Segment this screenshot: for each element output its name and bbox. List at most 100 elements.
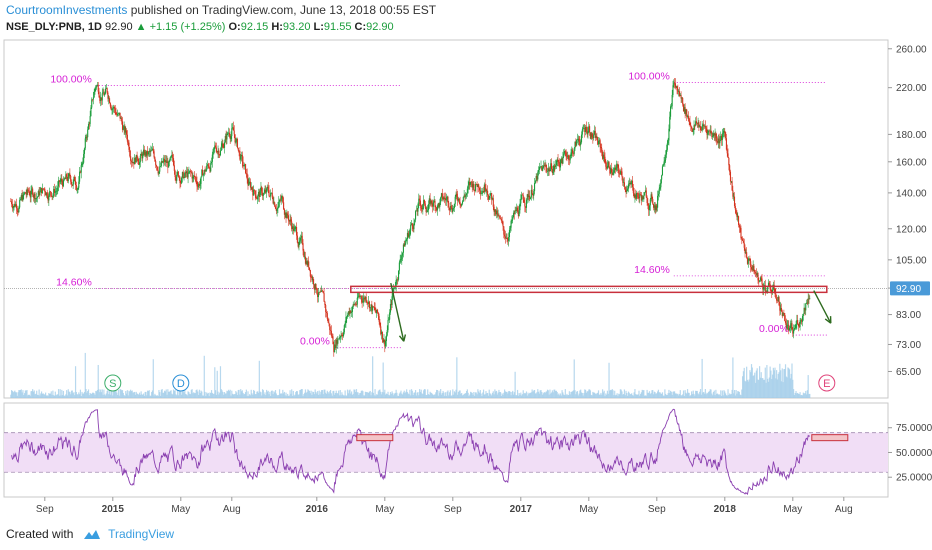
candle-body xyxy=(653,205,655,208)
volume-bar xyxy=(796,393,798,398)
candle-body xyxy=(481,193,483,194)
volume-bar xyxy=(697,393,699,398)
candle-body xyxy=(142,154,144,159)
volume-bar xyxy=(376,394,378,398)
candle-body xyxy=(563,151,566,154)
candle-body xyxy=(733,196,736,207)
volume-bar xyxy=(147,390,149,398)
volume-bar xyxy=(635,394,638,398)
candle-body xyxy=(374,307,376,310)
volume-bar xyxy=(308,390,311,398)
tradingview-brand[interactable]: TradingView xyxy=(108,527,175,541)
volume-bar xyxy=(728,394,730,398)
volume-bar xyxy=(494,389,496,398)
symbol-label[interactable]: NSE_DLY:PNB, 1D xyxy=(6,21,102,33)
candle-body xyxy=(531,189,533,194)
volume-bar xyxy=(291,389,293,398)
volume-bar xyxy=(612,390,614,398)
candle-body xyxy=(137,157,139,162)
candle-body xyxy=(651,194,653,199)
volume-bar xyxy=(108,390,111,398)
candle-body xyxy=(491,198,494,200)
volume-bar xyxy=(788,369,791,398)
candle-body xyxy=(57,186,59,191)
volume-bar xyxy=(67,389,69,398)
volume-bar xyxy=(649,394,651,398)
candle-body xyxy=(24,192,26,194)
volume-bar xyxy=(790,373,792,398)
candle-body xyxy=(210,163,212,172)
candle-body xyxy=(58,180,60,182)
candle-body xyxy=(513,212,515,215)
volume-bar xyxy=(549,389,551,398)
published-text: published on TradingView.com, June 13, 2… xyxy=(130,3,437,17)
rsi-highlight-2016 xyxy=(356,434,394,442)
volume-bar xyxy=(616,393,618,398)
volume-bar xyxy=(639,395,641,398)
candle-body xyxy=(551,163,553,169)
volume-bars xyxy=(10,352,811,398)
volume-bar xyxy=(667,393,669,398)
candle-body xyxy=(164,158,166,163)
volume-bar xyxy=(292,390,294,398)
candle-body xyxy=(367,302,369,304)
candle-body xyxy=(551,168,553,174)
candle-body xyxy=(704,125,706,127)
volume-bar xyxy=(747,381,749,398)
candle-body xyxy=(100,97,103,101)
price-axis[interactable]: 260.00220.00180.00160.00140.00120.00105.… xyxy=(888,44,930,378)
candle-body xyxy=(109,103,111,107)
volume-bar xyxy=(526,395,528,398)
volume-bar xyxy=(177,395,179,398)
candle-body xyxy=(134,157,137,163)
candle-body xyxy=(701,126,703,131)
candle-body xyxy=(270,192,273,194)
volume-bar xyxy=(205,395,207,398)
candle-body xyxy=(415,210,417,212)
candle-body xyxy=(535,176,537,181)
candle-body xyxy=(721,135,723,141)
candle-body xyxy=(236,138,239,148)
volume-bar xyxy=(678,395,680,398)
volume-bar xyxy=(184,389,186,398)
volume-bar xyxy=(555,391,557,398)
candle-body xyxy=(173,165,175,171)
candle-body xyxy=(269,195,271,197)
volume-bar xyxy=(633,392,635,398)
volume-bar xyxy=(50,391,52,398)
volume-bar xyxy=(30,391,32,398)
time-axis[interactable]: Sep 2015 May Aug 2016 May Sep 2017 May Sep 2018 May… xyxy=(36,497,853,515)
volume-bar xyxy=(13,391,15,398)
candle-body xyxy=(256,197,258,200)
candle-body xyxy=(538,167,540,170)
volume-bar xyxy=(158,390,160,398)
candle-body xyxy=(721,134,723,141)
volume-bar xyxy=(83,391,86,398)
candle-body xyxy=(405,240,407,244)
candle-body xyxy=(654,205,656,211)
candle-body xyxy=(747,260,749,264)
candle-body xyxy=(299,240,301,242)
candle-body xyxy=(628,182,630,185)
volume-bar xyxy=(755,370,757,398)
author-link[interactable]: CourtroomInvestments xyxy=(6,3,128,17)
volume-bar xyxy=(683,395,685,398)
candle-body xyxy=(223,142,226,148)
candle-body xyxy=(249,181,251,188)
candle-body xyxy=(126,130,128,135)
volume-bar xyxy=(179,391,181,398)
candle-body xyxy=(742,240,744,243)
volume-bar xyxy=(517,395,519,398)
volume-bar xyxy=(595,394,597,398)
volume-bar xyxy=(458,390,460,398)
candle-body xyxy=(252,189,254,196)
volume-bar xyxy=(805,394,808,398)
volume-bar xyxy=(325,392,327,398)
volume-bar xyxy=(241,390,243,398)
volume-bar xyxy=(746,366,748,398)
candle-body xyxy=(518,210,520,217)
candle-body xyxy=(386,330,388,336)
candle-body xyxy=(520,199,522,204)
volume-bar xyxy=(702,392,704,398)
